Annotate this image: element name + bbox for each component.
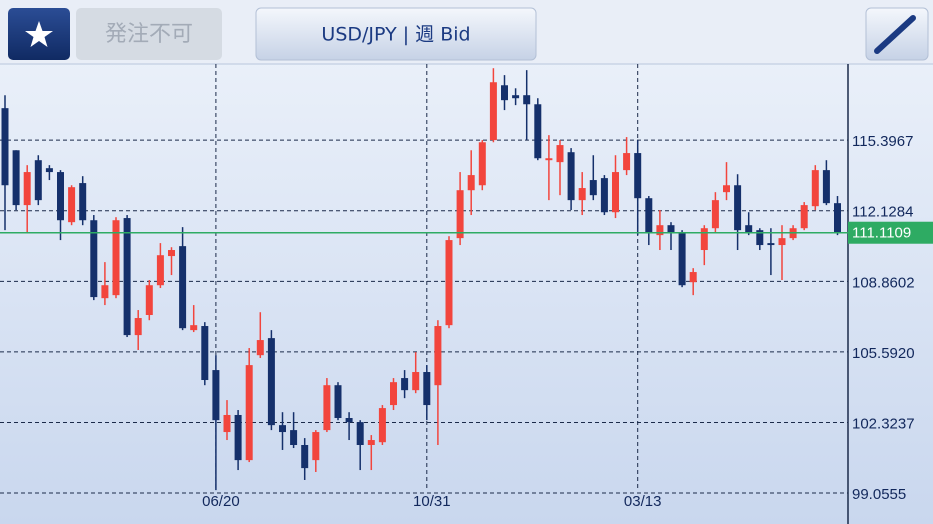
candle-body <box>168 250 175 257</box>
x-tick-label: 03/13 <box>624 493 662 510</box>
current-price-box <box>848 221 933 244</box>
candle-body <box>45 168 53 173</box>
favorite-button[interactable] <box>8 8 70 60</box>
candle-body <box>334 385 342 419</box>
candle-body <box>323 385 331 431</box>
current-price-label: 111.1109 <box>852 225 911 242</box>
candle-body <box>512 95 520 99</box>
candle-body <box>656 225 664 236</box>
candle-body <box>678 232 686 286</box>
y-tick-label: 115.3967 <box>852 133 913 150</box>
candle-body <box>723 185 730 193</box>
candle-body <box>745 225 753 233</box>
candle-body <box>645 198 653 233</box>
candle-body <box>711 200 719 229</box>
candle-body <box>156 255 164 286</box>
candle-body <box>356 422 364 446</box>
candle-body <box>734 185 742 231</box>
candle-body <box>190 325 198 331</box>
candle-body <box>423 372 431 406</box>
candle-body <box>145 285 153 316</box>
candle-body <box>57 172 64 221</box>
y-tick-label: 105.5920 <box>852 345 915 362</box>
candle-body <box>112 220 120 296</box>
pen-tip[interactable] <box>875 47 882 54</box>
candle-body <box>523 95 531 105</box>
candle-body <box>79 183 87 221</box>
candle-body <box>134 318 142 336</box>
candle-body <box>467 175 475 191</box>
candle-body <box>756 230 764 246</box>
candle-body <box>390 382 397 406</box>
candle-body <box>800 205 808 229</box>
candle-body <box>634 153 642 199</box>
candle-body <box>378 408 386 443</box>
candle-body <box>567 152 575 201</box>
candle-body <box>811 170 819 207</box>
candle-body <box>556 145 564 163</box>
candle-body <box>223 414 231 433</box>
candle-body <box>822 170 830 204</box>
candle-body <box>123 218 131 336</box>
candle-body <box>478 142 486 186</box>
x-tick-label: 06/20 <box>202 493 240 510</box>
plot-area: 115.3967 112.1284 108.8602 105.5920 102.3237… <box>0 64 933 510</box>
candle-body <box>201 326 209 381</box>
candle-body <box>101 285 109 299</box>
candle-body <box>234 414 242 461</box>
candle-body <box>578 188 586 201</box>
candle-body <box>212 370 220 421</box>
candle-body <box>623 153 631 171</box>
candle-body <box>245 365 253 461</box>
candle-body <box>589 180 597 196</box>
pen-icon[interactable] <box>874 15 916 54</box>
candle-body <box>68 187 76 223</box>
candle-body <box>1 108 9 186</box>
candle-body <box>412 372 420 391</box>
y-tick-label: 112.1284 <box>852 204 913 221</box>
instrument-button[interactable] <box>255 7 537 61</box>
candle-body <box>545 158 553 161</box>
candle-body <box>700 228 708 251</box>
y-tick-label: 108.8602 <box>852 274 915 291</box>
candle-body <box>34 160 42 201</box>
candle-body <box>345 418 353 423</box>
candle-body <box>256 340 264 356</box>
candle-body <box>90 220 98 298</box>
candle-body <box>179 246 187 329</box>
candle-body <box>12 150 20 206</box>
candle-body <box>667 225 675 233</box>
candle-body <box>778 238 786 246</box>
candle-body <box>301 445 309 469</box>
candle-body <box>501 85 508 101</box>
candle-body <box>456 190 464 239</box>
candle-body <box>367 440 375 446</box>
candle-body <box>689 272 697 283</box>
candle-body <box>612 172 619 213</box>
order-button-bg <box>76 8 222 60</box>
candle-body <box>312 432 320 461</box>
instrument-label[interactable]: USD/JPY | 週 Bid <box>321 24 470 46</box>
candle-body <box>834 203 841 233</box>
candle-body <box>290 430 298 446</box>
candle-body <box>445 240 453 326</box>
candle-body <box>489 82 497 141</box>
x-tick-label: 10/31 <box>413 493 451 510</box>
candle-body <box>767 243 775 246</box>
candle-body <box>434 326 442 386</box>
draw-tool-button[interactable] <box>865 7 929 61</box>
candle-body <box>23 172 31 206</box>
star-icon[interactable] <box>25 21 53 47</box>
y-tick-label: 102.3237 <box>852 415 915 432</box>
candle-body <box>600 178 608 213</box>
order-button-label: 発注不可 <box>105 22 193 47</box>
candle-body <box>401 378 409 391</box>
candle-body <box>279 425 286 433</box>
candle-body <box>267 338 275 426</box>
candle-body <box>534 104 542 159</box>
y-tick-label: 99.0555 <box>852 486 906 503</box>
